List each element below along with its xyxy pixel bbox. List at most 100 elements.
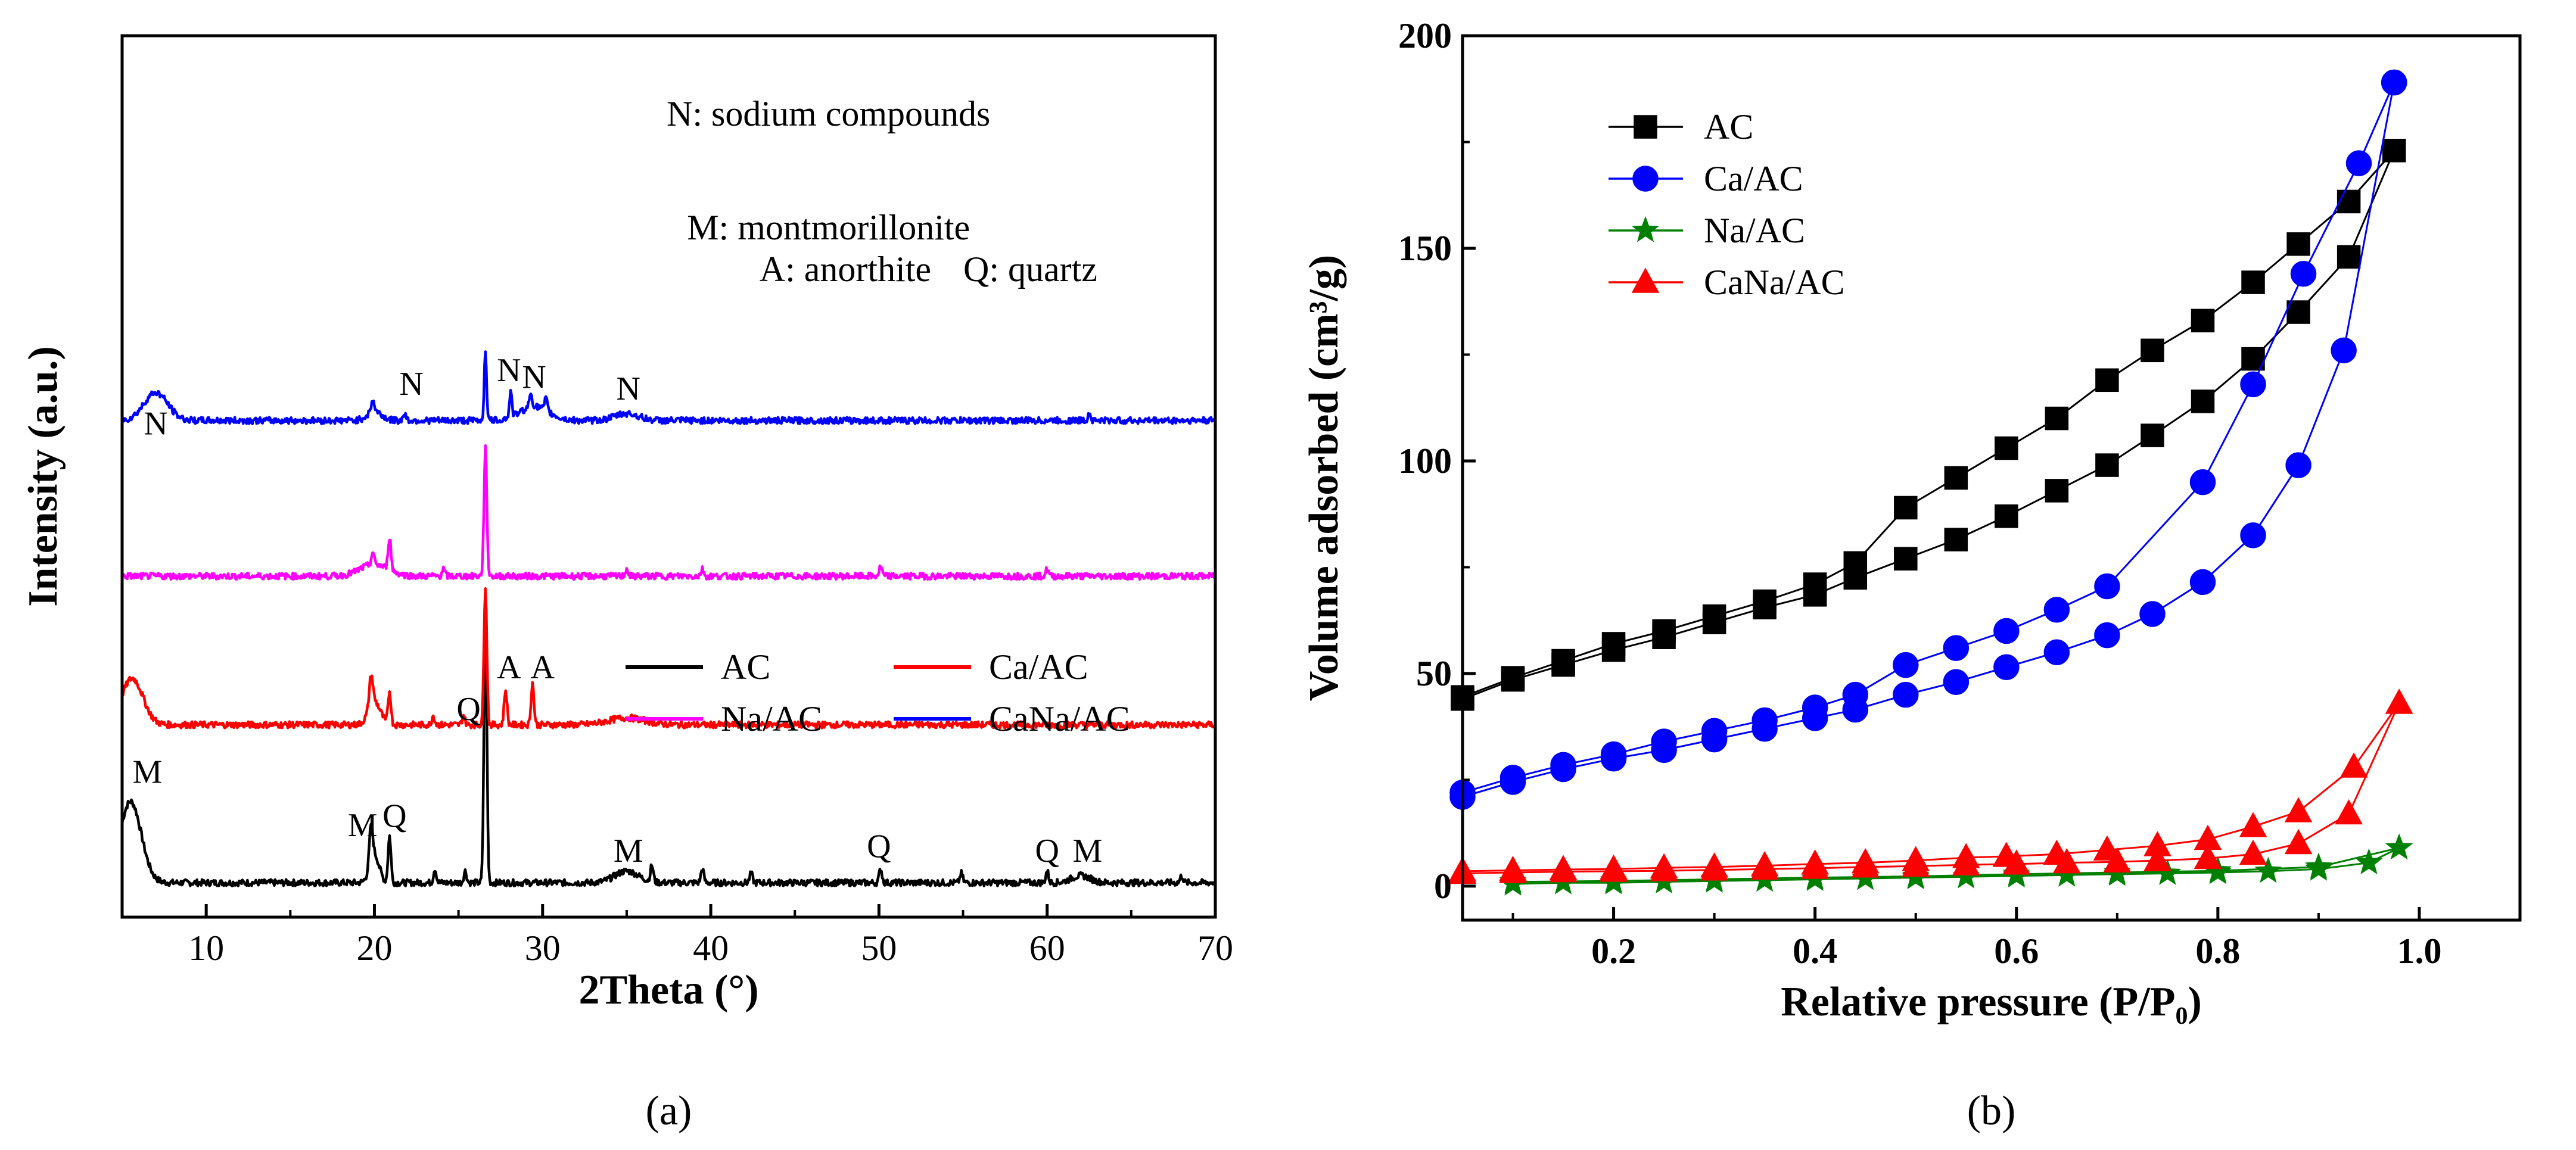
- data-point-ca-ac: [2381, 69, 2407, 96]
- x-tick-label: 40: [693, 928, 729, 968]
- data-point-ca-ac: [2139, 601, 2166, 627]
- legend-label: Ca/AC: [1704, 159, 1803, 198]
- data-point-ca-ac: [2240, 522, 2266, 548]
- data-point-ca-ac: [1550, 752, 1576, 778]
- data-point-ac: [1601, 632, 1626, 656]
- data-point-ac: [2241, 270, 2265, 294]
- peak-label: N: [617, 370, 640, 407]
- legend-label: CaNa/AC: [989, 699, 1130, 738]
- x-tick-label: 0.8: [2195, 931, 2240, 971]
- legend-label: AC: [721, 647, 770, 687]
- data-point-ca-ac: [1893, 652, 1919, 678]
- data-point-ac: [2095, 368, 2119, 392]
- data-point-na-ac: [2254, 856, 2282, 883]
- data-point-ac: [1551, 649, 1575, 673]
- data-point-ac: [1944, 466, 1968, 490]
- data-point-ac: [2382, 139, 2406, 163]
- data-point-cana-ac: [2335, 799, 2363, 825]
- data-point-ca-ac: [2189, 569, 2216, 596]
- legend-swatch-marker: [1631, 267, 1660, 293]
- data-point-ac: [1501, 666, 1525, 690]
- legend-swatch-marker: [1634, 115, 1657, 139]
- data-point-cana-ac: [1650, 853, 1678, 878]
- data-point-cana-ac: [1902, 846, 1930, 871]
- data-point-ca-ac: [1993, 618, 2020, 644]
- data-point-cana-ac: [1851, 848, 1880, 874]
- y-tick-label: 100: [1398, 441, 1452, 481]
- isotherm-y-axis-label: Volume adsorbed (cm³/g): [1301, 255, 1347, 702]
- data-point-cana-ac: [2284, 797, 2313, 822]
- data-point-cana-ac: [1700, 852, 1728, 878]
- data-point-cana-ac: [2239, 812, 2267, 837]
- x-tick-label: 0.2: [1591, 931, 1636, 971]
- x-tick-label: 60: [1029, 928, 1065, 968]
- panel-b-plot-frame: [1461, 34, 2522, 922]
- data-point-ca-ac: [2094, 622, 2120, 649]
- data-point-ac: [1995, 436, 2018, 460]
- panel-a-plot-frame: [120, 34, 1217, 919]
- data-point-cana-ac: [2043, 839, 2071, 865]
- x-tick-label: 30: [525, 928, 561, 968]
- data-point-cana-ac: [1600, 854, 1628, 880]
- phase-key-text: Q: quartz: [963, 250, 1097, 289]
- data-point-ca-ac: [1651, 728, 1677, 755]
- x-tick-label: 0.4: [1793, 931, 1837, 971]
- data-point-na-ac: [2304, 852, 2332, 879]
- data-point-ca-ac: [2345, 150, 2372, 176]
- xrd-trace-cana-ac: [120, 350, 1217, 425]
- xrd-y-axis-label: Intensity (a.u.): [20, 346, 66, 607]
- data-point-ca-ac: [2285, 452, 2311, 478]
- phase-key-text: A: anorthite: [760, 250, 931, 289]
- data-point-ca-ac: [2290, 261, 2317, 287]
- data-point-ac: [1944, 528, 1968, 551]
- data-point-cana-ac: [2143, 846, 2171, 871]
- data-point-ca-ac: [2331, 337, 2357, 364]
- data-point-cana-ac: [2143, 831, 2171, 856]
- data-point-ac: [1803, 572, 1827, 596]
- data-point-ca-ac: [1893, 681, 1919, 708]
- data-point-cana-ac: [2194, 843, 2222, 869]
- isotherm-y-ticks: 0 50 100 150 200: [1398, 16, 1476, 906]
- isotherm-x-ticks: 0.2 0.4 0.6 0.8 1.0: [1511, 907, 2521, 971]
- legend-swatch-marker: [1632, 216, 1659, 242]
- x-tick-label: 0.6: [1994, 931, 2039, 971]
- data-point-ca-ac: [1600, 741, 1627, 768]
- isotherm-legend: AC Ca/AC Na/AC CaNa/AC: [1609, 107, 1845, 302]
- data-point-ca-ac: [2043, 639, 2070, 665]
- data-point-cana-ac: [2239, 839, 2267, 865]
- data-point-ac: [1894, 495, 1918, 520]
- peak-label: N: [144, 406, 167, 442]
- data-point-cana-ac: [2339, 752, 2368, 778]
- peak-label: Q: [456, 691, 480, 728]
- peak-label: Q: [382, 798, 406, 835]
- data-point-cana-ac: [1750, 851, 1779, 877]
- data-point-ac: [1652, 619, 1676, 643]
- peak-label: N: [399, 366, 423, 403]
- xrd-x-ticks: 10 20 30 40 50 60 70: [188, 904, 1233, 968]
- legend-swatch-marker: [1632, 166, 1659, 192]
- xrd-x-axis-label: 2Theta (°): [578, 967, 758, 1013]
- peak-label: A: [531, 649, 555, 686]
- data-point-ca-ac: [1751, 707, 1778, 734]
- data-point-ca-ac: [1701, 718, 1728, 744]
- data-point-cana-ac: [1499, 855, 1527, 881]
- data-point-ca-ac: [1943, 669, 1970, 695]
- panel-b-label: (b): [1967, 1088, 2016, 1134]
- data-point-ca-ac: [1842, 681, 1869, 708]
- data-point-ca-ac: [2043, 597, 2070, 623]
- x-tick-label: 10: [188, 928, 224, 968]
- data-point-ac: [2191, 389, 2215, 413]
- peak-label: A: [497, 649, 521, 686]
- data-point-ac: [1843, 551, 1868, 575]
- x-tick-label: 1.0: [2397, 931, 2441, 971]
- peak-label: M: [614, 833, 643, 869]
- peak-label: M: [132, 754, 162, 791]
- data-point-ac: [1702, 604, 1726, 628]
- y-tick-label: 150: [1398, 229, 1452, 268]
- peak-label: Q: [1035, 833, 1059, 869]
- data-point-ac: [2045, 479, 2069, 503]
- legend-label: Ca/AC: [989, 647, 1088, 687]
- x-tick-label: 70: [1197, 928, 1233, 968]
